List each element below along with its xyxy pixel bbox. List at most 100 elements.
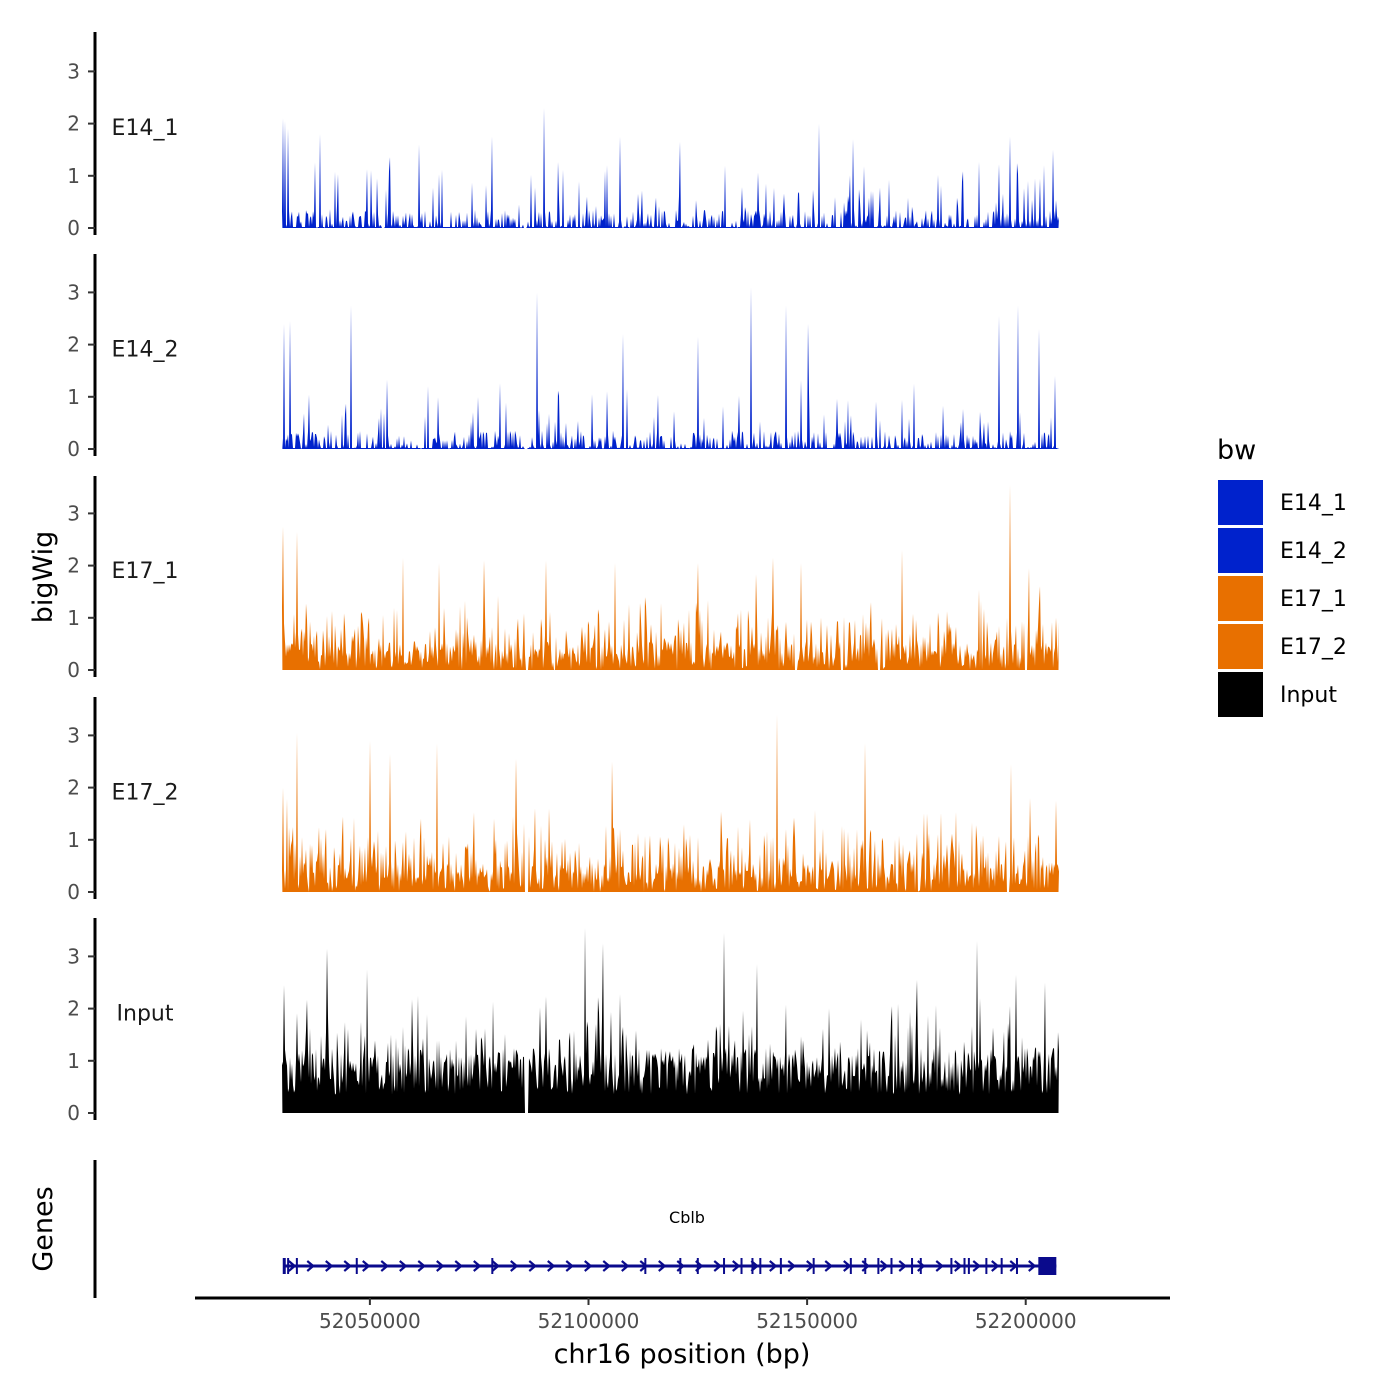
strand-arrow	[454, 1260, 463, 1272]
y-tick-label: 2	[67, 112, 80, 136]
strand-arrow	[584, 1260, 593, 1272]
y-tick-label: 3	[67, 59, 80, 83]
gene-exon	[919, 1258, 922, 1274]
gene-exon	[950, 1258, 953, 1274]
coverage-area-Input	[282, 927, 1059, 1113]
y-tick-label: 2	[67, 997, 80, 1021]
y-tick-label: 2	[67, 554, 80, 578]
track-E17_2: 0 1 2 3 E17_2	[67, 697, 1059, 904]
x-axis: 52050000 52100000 52150000 52200000	[195, 1296, 1170, 1333]
gene-exon	[751, 1258, 754, 1274]
gene-exon	[1000, 1258, 1003, 1274]
gene-exon	[723, 1258, 726, 1274]
track-label: E14_1	[112, 116, 179, 141]
gene-exon	[779, 1258, 782, 1274]
strand-arrow	[528, 1260, 537, 1272]
gene-exon	[740, 1258, 743, 1274]
gene-exon	[864, 1258, 867, 1274]
y-tick-label: 0	[67, 658, 80, 682]
strand-arrow	[843, 1260, 852, 1272]
strand-arrow	[861, 1260, 870, 1272]
legend-key-E17_1	[1218, 576, 1263, 621]
strand-arrow	[325, 1260, 334, 1272]
strand-arrow	[898, 1260, 907, 1272]
strand-arrow	[380, 1260, 389, 1272]
gene-exon-last	[1038, 1257, 1057, 1275]
strand-arrow	[343, 1260, 352, 1272]
track-Input: 0 1 2 3 Input	[67, 918, 1059, 1125]
legend-label-E17_2: E17_2	[1280, 635, 1347, 660]
coverage-area-E17_1	[282, 484, 1059, 670]
gene-exon	[967, 1258, 970, 1274]
genes-track-title: Genes	[28, 1186, 59, 1271]
y-tick-label: 0	[67, 437, 80, 461]
track-panels: 0 1 2 3 E14_1 0 1 2 3 E14_2 0 1 2 3 E17_1 0 1 2 3 E17_2 0 1 2 3…	[67, 32, 1059, 1125]
strand-arrow	[787, 1260, 796, 1272]
track-label: Input	[117, 1001, 174, 1026]
strand-arrow	[547, 1260, 556, 1272]
gene-exon	[287, 1258, 290, 1274]
strand-arrow	[658, 1260, 667, 1272]
strand-arrow	[510, 1260, 519, 1272]
gene-exon	[696, 1258, 699, 1274]
gene-exon	[849, 1258, 852, 1274]
y-tick-label: 0	[67, 880, 80, 904]
y-tick-label: 0	[67, 216, 80, 240]
y-tick-label: 3	[67, 723, 80, 747]
strand-arrow	[713, 1260, 722, 1272]
x-tick-label: 52100000	[538, 1309, 640, 1333]
strand-arrow	[436, 1260, 445, 1272]
gene-exon	[295, 1258, 298, 1274]
gene-exon	[759, 1258, 762, 1274]
gene-exon	[355, 1258, 358, 1274]
gene-exon	[812, 1258, 815, 1274]
legend-key-E14_2	[1218, 528, 1263, 573]
strand-arrow	[917, 1260, 926, 1272]
gene-exon	[963, 1258, 966, 1274]
strand-arrow	[565, 1260, 574, 1272]
gene-exon-first	[282, 1258, 286, 1274]
gene-exon	[890, 1258, 893, 1274]
legend-label-E17_1: E17_1	[1280, 587, 1347, 612]
strand-arrow	[1028, 1260, 1037, 1272]
gene-exon	[985, 1258, 988, 1274]
strand-arrow	[362, 1260, 371, 1272]
strand-arrow	[288, 1260, 297, 1272]
track-E14_1: 0 1 2 3 E14_1	[67, 32, 1059, 240]
y-tick-label: 3	[67, 501, 80, 525]
gene-exon	[644, 1258, 647, 1274]
track-E14_2: 0 1 2 3 E14_2	[67, 254, 1059, 461]
strand-arrow	[880, 1260, 889, 1272]
y-tick-label: 1	[67, 606, 80, 630]
gene-exon	[491, 1258, 494, 1274]
y-tick-label: 3	[67, 944, 80, 968]
strand-arrow	[769, 1260, 778, 1272]
track-label: E17_2	[112, 780, 179, 805]
track-label: E14_2	[112, 337, 179, 362]
strand-arrow	[621, 1260, 630, 1272]
legend-label-Input: Input	[1280, 683, 1337, 708]
strand-arrow	[417, 1260, 426, 1272]
strand-arrow	[954, 1260, 963, 1272]
y-tick-label: 1	[67, 385, 80, 409]
track-E17_1: 0 1 2 3 E17_1	[67, 476, 1059, 682]
strand-arrow	[399, 1260, 408, 1272]
x-tick-label: 52150000	[756, 1309, 858, 1333]
strand-arrow	[473, 1260, 482, 1272]
gene-name-label: Cblb	[669, 1208, 705, 1227]
gene-exon	[679, 1258, 682, 1274]
legend-label-E14_2: E14_2	[1280, 539, 1347, 564]
legend-label-E14_1: E14_1	[1280, 491, 1347, 516]
gene-exon	[877, 1258, 880, 1274]
x-axis-title: chr16 position (bp)	[554, 1339, 811, 1370]
y-tick-label: 2	[67, 333, 80, 357]
y-tick-label: 0	[67, 1101, 80, 1125]
x-tick-label: 52050000	[319, 1309, 421, 1333]
track-label: E17_1	[112, 559, 179, 584]
legend: E14_1 E14_2 E17_1 E17_2 Input	[1218, 480, 1347, 717]
y-tick-label: 1	[67, 828, 80, 852]
strand-arrow	[935, 1260, 944, 1272]
strand-arrow	[824, 1260, 833, 1272]
